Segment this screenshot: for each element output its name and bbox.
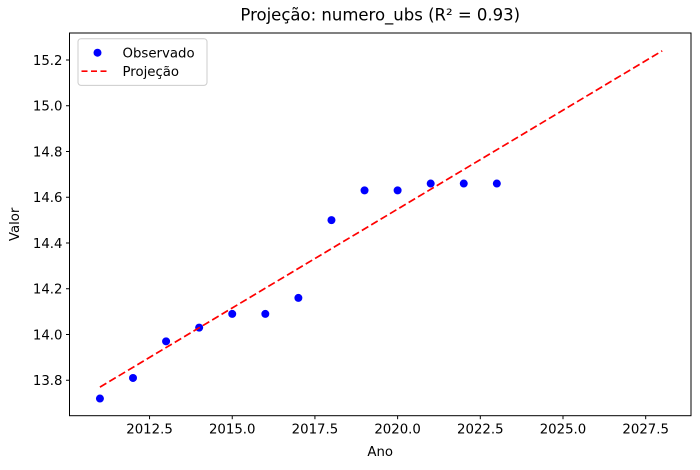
x-tick-label: 2020.0 xyxy=(374,423,421,438)
legend-box xyxy=(77,38,208,86)
data-point-observado xyxy=(129,373,138,382)
data-point-observado xyxy=(459,179,468,188)
data-point-observado xyxy=(261,309,270,318)
x-tick-label: 2022.5 xyxy=(457,423,504,438)
y-tick-label: 14.0 xyxy=(33,328,63,343)
data-point-observado xyxy=(162,337,171,346)
projection-line xyxy=(99,50,663,388)
data-point-observado xyxy=(360,186,369,195)
data-point-observado xyxy=(228,309,237,318)
x-tick-label: 2012.5 xyxy=(126,423,173,438)
data-point-observado xyxy=(327,216,336,225)
y-tick-label: 15.0 xyxy=(33,100,63,115)
x-axis-label: Ano xyxy=(367,445,393,460)
x-tick-label: 2025.0 xyxy=(540,423,587,438)
y-tick-label: 14.2 xyxy=(33,283,63,298)
data-point-observado xyxy=(426,179,435,188)
data-point-observado xyxy=(492,179,501,188)
data-point-observado xyxy=(393,186,402,195)
data-point-observado xyxy=(294,293,303,302)
x-tick-label: 2027.5 xyxy=(622,423,669,438)
y-tick-label: 14.6 xyxy=(33,191,63,206)
x-tick-label: 2017.5 xyxy=(292,423,339,438)
y-tick-label: 14.8 xyxy=(33,145,63,160)
data-point-observado xyxy=(95,394,104,403)
x-tick-label: 2015.0 xyxy=(209,423,256,438)
legend-label: Projeção xyxy=(123,65,180,80)
y-tick-label: 13.8 xyxy=(33,374,63,389)
plot-border xyxy=(69,32,692,417)
legend-label: Observado xyxy=(123,47,195,62)
chart-title: Projeção: numero_ubs (R² = 0.93) xyxy=(240,6,520,26)
legend-marker-observado xyxy=(93,48,102,57)
y-axis-label: Valor xyxy=(8,207,23,241)
y-tick-label: 15.2 xyxy=(33,54,63,69)
y-tick-label: 14.4 xyxy=(33,237,63,252)
